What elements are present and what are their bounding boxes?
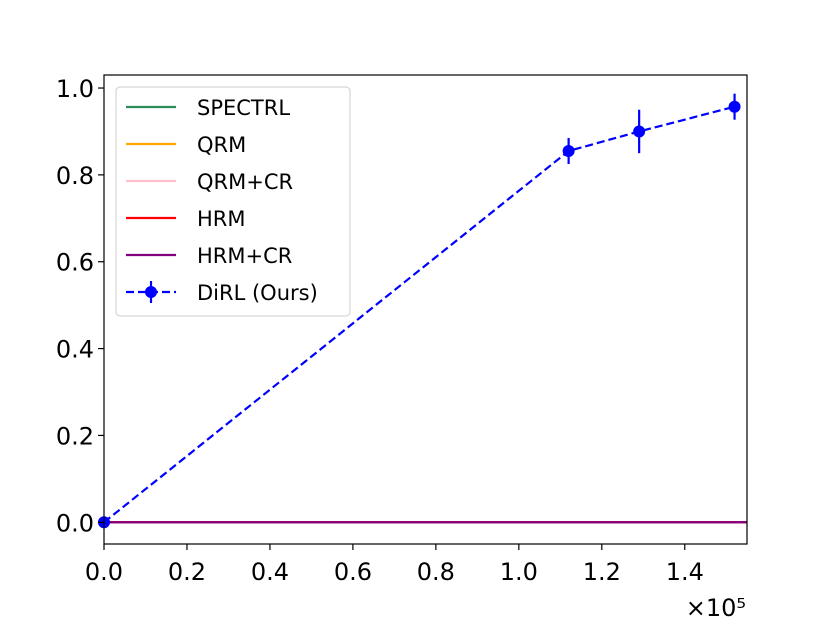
x-tick-label: 0.6: [334, 558, 372, 586]
data-point: [728, 100, 741, 113]
x-tick-label: 0.4: [251, 558, 289, 586]
legend-label: QRM+CR: [197, 170, 293, 194]
data-point: [562, 144, 575, 157]
legend-marker: [145, 286, 157, 298]
x-tick-label: 0.2: [168, 558, 206, 586]
plot-lines: [103, 105, 747, 524]
legend-label: HRM: [197, 207, 246, 231]
y-axis: 0.0 0.2 0.4 0.6 0.8 1.0: [56, 75, 104, 537]
y-tick-label: 0.4: [56, 336, 94, 364]
y-tick-label: 0.2: [56, 422, 94, 450]
data-point: [633, 125, 646, 138]
plot-frame: [103, 74, 748, 545]
x-tick-label: 1.4: [666, 558, 704, 586]
y-tick-label: 0.0: [56, 509, 94, 537]
legend-label: DiRL (Ours): [197, 281, 318, 305]
x-axis: 0.0 0.2 0.4 0.6 0.8 1.0 1.2 1.4: [85, 544, 704, 586]
y-tick-label: 0.8: [56, 162, 94, 190]
series-line-5: [103, 105, 735, 524]
y-tick-label: 0.6: [56, 249, 94, 277]
x-tick-label: 1.0: [500, 558, 538, 586]
x-tick-label: 0.0: [85, 558, 123, 586]
x-tick-label: 1.2: [583, 558, 621, 586]
x-offset-label: ×10⁵: [686, 594, 746, 622]
legend-label: QRM: [197, 133, 246, 157]
y-tick-label: 1.0: [56, 75, 94, 103]
legend: SPECTRL QRM QRM+CR HRM HRM+CR DiRL (Ours): [115, 86, 351, 317]
legend-label: HRM+CR: [197, 244, 292, 268]
x-tick-label: 0.8: [417, 558, 455, 586]
legend-label: SPECTRL: [197, 96, 290, 120]
